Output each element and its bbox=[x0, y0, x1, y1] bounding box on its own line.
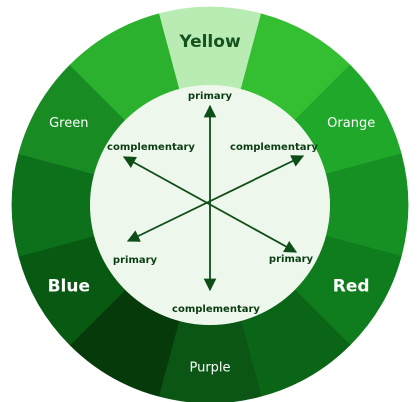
segment-label-blue: Blue bbox=[48, 277, 90, 297]
complement-arrows bbox=[122, 104, 305, 292]
arrow-diagonal-right bbox=[126, 155, 305, 242]
wheel-segments bbox=[11, 6, 409, 402]
label-primary-top: primary bbox=[188, 91, 233, 102]
segment-label-purple: Purple bbox=[189, 361, 230, 376]
label-complementary-bottom: complementary bbox=[172, 304, 260, 315]
segment-label-yellow: Yellow bbox=[178, 32, 241, 52]
label-primary-bottom-left: primary bbox=[113, 255, 158, 266]
segment-label-green: Green bbox=[49, 116, 88, 131]
label-complementary-top-left: complementary bbox=[107, 142, 195, 153]
wheel-segment-labels: Yellow Orange Red Purple Blue Green bbox=[48, 32, 376, 376]
segment-label-red: Red bbox=[333, 277, 370, 297]
label-primary-bottom-right: primary bbox=[269, 254, 314, 265]
segment-label-orange: Orange bbox=[327, 116, 375, 131]
label-complementary-top-right: complementary bbox=[230, 142, 318, 153]
